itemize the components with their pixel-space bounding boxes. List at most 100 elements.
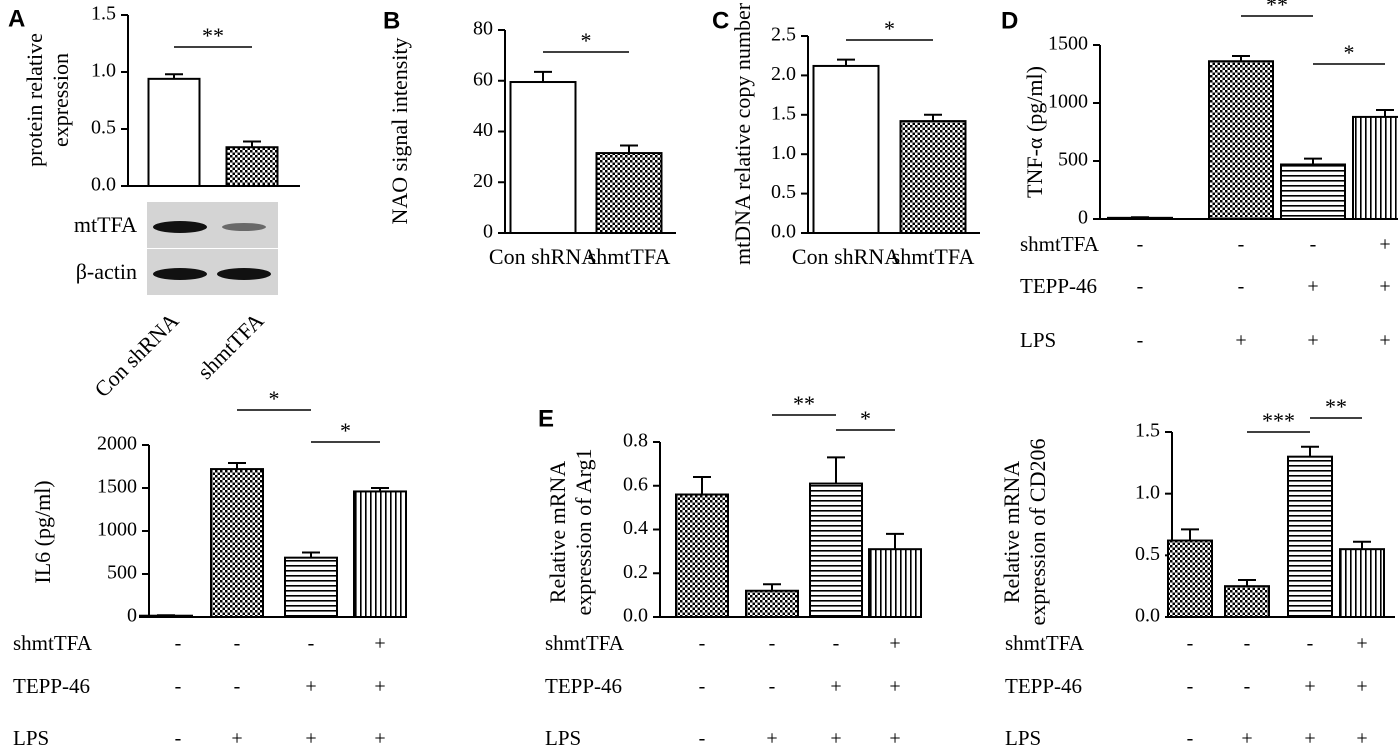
y-tick-label: 1.5 (771, 102, 796, 124)
y-axis-title-line: mtDNA relative copy number (730, 2, 755, 265)
blot-row-label: β-actin (76, 259, 137, 284)
condition-value: - (1244, 633, 1251, 655)
condition-value: - (833, 633, 840, 655)
condition-value: + (305, 728, 316, 749)
bar-2 (1224, 585, 1270, 619)
condition-value: + (830, 728, 841, 749)
y-axis-title-line: expression (48, 53, 73, 147)
chart-panel-b: B 0 20 40 60 80 NAO signal intensity * Con shRNA… (383, 7, 676, 269)
condition-value: - (1137, 234, 1144, 256)
y-tick-label: 1500 (1048, 33, 1088, 55)
panel-letter: C (712, 7, 729, 34)
condition-value: - (699, 633, 706, 655)
y-axis-title-line: expression of Arg1 (571, 448, 596, 615)
condition-value: - (175, 676, 182, 698)
condition-label: LPS (1020, 328, 1056, 352)
y-tick-label: 0 (483, 221, 493, 243)
significance-marker: * (340, 418, 351, 443)
y-tick-label: 0.0 (1135, 605, 1160, 627)
bar-3 (284, 556, 338, 618)
error-bar (243, 140, 261, 148)
condition-value: + (1379, 276, 1390, 298)
panel-letter: B (383, 7, 400, 34)
condition-value: + (374, 728, 385, 749)
error-bar (886, 532, 904, 550)
condition-value: - (1244, 676, 1251, 698)
error-bar (827, 456, 845, 484)
condition-value: - (769, 676, 776, 698)
y-axis-title: protein relativeexpression (22, 33, 73, 167)
y-tick-label: 1.5 (91, 3, 116, 25)
y-axis-title: mtDNA relative copy number (730, 2, 755, 265)
category-label: Con shRNA (792, 244, 900, 269)
condition-value: + (231, 728, 242, 749)
bar-3 (1287, 455, 1333, 618)
significance-marker: * (581, 28, 592, 53)
significance-marker: *** (1262, 408, 1295, 433)
category-label: Con shRNA (489, 244, 597, 269)
category-label: shmtTFA (588, 244, 671, 269)
y-tick-label: 0 (1078, 207, 1088, 229)
y-axis-title-line: NAO signal intensity (387, 38, 412, 225)
chart-panel-e: E 0.0 0.2 0.4 0.6 0.8 Relative mRNAexpression … (538, 391, 922, 749)
category-label: shmtTFA (192, 308, 268, 384)
error-bar (924, 113, 942, 122)
y-tick-label: 1500 (97, 476, 137, 498)
bar-1 (1167, 539, 1213, 618)
y-tick-label: 80 (473, 18, 493, 40)
error-bar (620, 144, 638, 154)
condition-value: + (889, 633, 900, 655)
condition-value: + (1356, 728, 1367, 749)
condition-value: + (1304, 728, 1315, 749)
condition-value: - (769, 633, 776, 655)
y-tick-label: 0.5 (1135, 543, 1160, 565)
bar-3 (1280, 163, 1346, 220)
bar-4 (1339, 548, 1385, 619)
condition-value: + (1235, 330, 1246, 352)
y-axis-title-line: Relative mRNA (999, 461, 1024, 603)
condition-label: shmtTFA (1005, 631, 1085, 655)
y-axis-title-line: expression of CD206 (1025, 439, 1050, 626)
significance-marker: ** (793, 391, 815, 416)
chart-panel-c: C 0.0 0.5 1.0 1.5 2.0 2.5 mtDNA relative copy n… (712, 2, 980, 269)
error-bar (763, 583, 781, 591)
chart-panel-a: A 0.0 0.5 1.0 1.5 protein relativeexpression *… (8, 3, 300, 402)
y-tick-label: 1000 (1048, 91, 1088, 113)
condition-value: - (1187, 633, 1194, 655)
condition-label: shmtTFA (13, 631, 93, 655)
y-axis-title: Relative mRNAexpression of CD206 (999, 439, 1050, 626)
condition-value: + (889, 728, 900, 749)
y-tick-label: 20 (473, 170, 493, 192)
chart-panel-il6: 0 500 1000 1500 2000 IL6 (pg/ml) * * shmtTFA - - - +… (13, 386, 407, 749)
y-tick-label: 2.0 (771, 63, 796, 85)
significance-marker: ** (1325, 394, 1347, 419)
condition-value: - (1187, 676, 1194, 698)
condition-value: - (699, 728, 706, 749)
y-tick-label: 2.5 (771, 24, 796, 46)
error-bar (1131, 216, 1149, 219)
condition-label: TEPP-46 (1020, 274, 1097, 298)
condition-value: + (1356, 676, 1367, 698)
bar-4 (353, 490, 407, 618)
y-tick-label: 0.4 (623, 517, 648, 539)
condition-value: + (1379, 234, 1390, 256)
condition-value: - (308, 633, 315, 655)
significance-marker: * (860, 406, 871, 431)
y-tick-label: 0.0 (91, 174, 116, 196)
condition-value: - (1238, 276, 1245, 298)
condition-label: LPS (545, 726, 581, 749)
bar-1 (812, 64, 880, 234)
y-tick-label: 500 (1058, 149, 1088, 171)
error-bar (1376, 108, 1394, 117)
significance-marker: ** (1266, 0, 1288, 17)
y-tick-label: 1.5 (1135, 420, 1160, 442)
y-tick-label: 1.0 (771, 142, 796, 164)
condition-value: - (1137, 276, 1144, 298)
error-bar (1353, 540, 1371, 550)
bar-1 (509, 81, 577, 234)
y-axis-title-line: protein relative (22, 33, 47, 167)
y-axis-title-line: IL6 (pg/ml) (30, 480, 55, 583)
significance-marker: * (269, 386, 280, 411)
condition-value: + (305, 676, 316, 698)
